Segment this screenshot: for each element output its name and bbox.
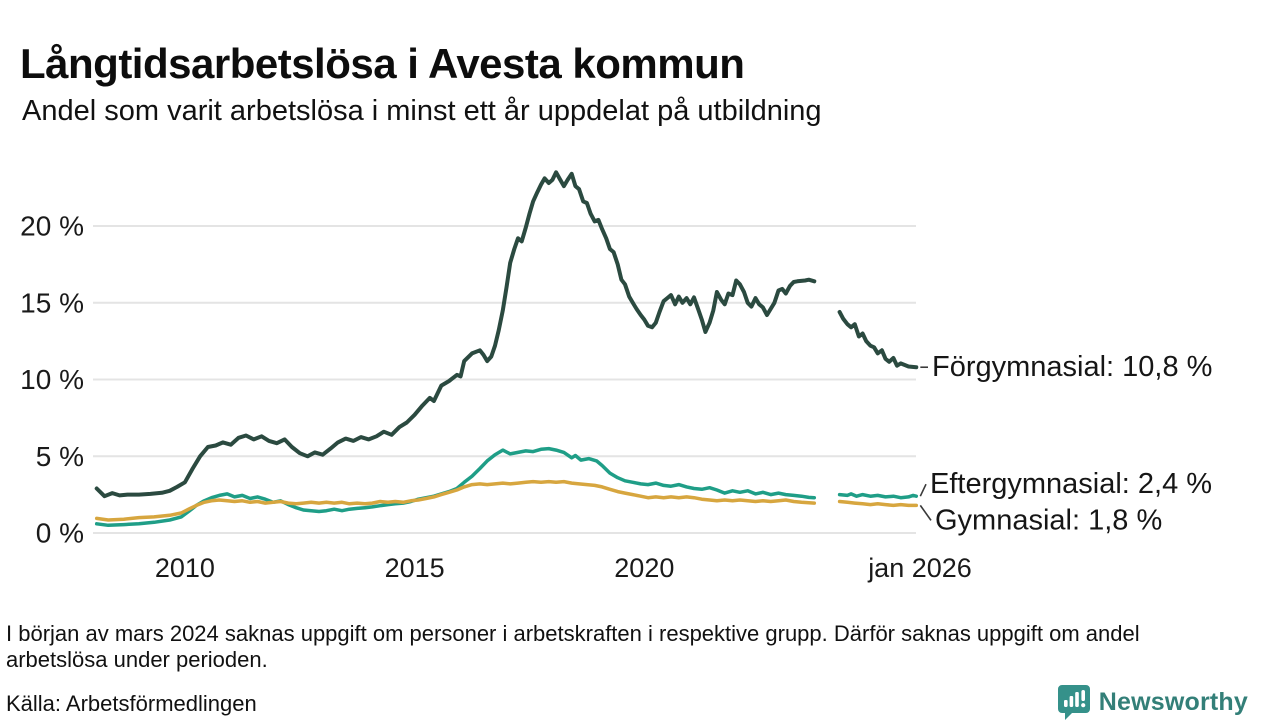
y-tick-label: 15 % [20, 287, 84, 318]
series-end-label-förgymnasial: Förgymnasial: 10,8 % [932, 351, 1212, 383]
series-line-gymnasial [94, 479, 919, 522]
x-tick-label: jan 2026 [867, 553, 972, 583]
leader-line-gymnasial [919, 504, 932, 521]
y-tick-label: 5 % [36, 441, 84, 472]
y-tick-label: 20 % [20, 211, 84, 242]
y-tick-label: 10 % [20, 364, 84, 395]
page-title: Långtidsarbetslösa i Avesta kommun [20, 40, 745, 88]
chart-subtitle: Andel som varit arbetslösa i minst ett å… [22, 95, 822, 127]
leader-line-eftergymnasial [919, 483, 927, 497]
newsworthy-wordmark: Newsworthy [1098, 687, 1248, 716]
newsworthy-logo: Newsworthy [1057, 684, 1248, 720]
chart-footnote: I början av mars 2024 saknas uppgift om … [6, 621, 1140, 672]
source-text: Källa: Arbetsförmedlingen [6, 691, 257, 716]
series-end-label-eftergymnasial: Eftergymnasial: 2,4 % [930, 468, 1212, 500]
series-line-eftergymnasial [94, 446, 919, 528]
series-line-förgymnasial [94, 170, 919, 499]
pin-shape [1057, 685, 1090, 720]
series-end-label-gymnasial: Gymnasial: 1,8 % [935, 504, 1162, 536]
y-tick-label: 0 % [36, 518, 84, 549]
x-tick-label: 2010 [155, 553, 215, 583]
x-tick-label: 2020 [614, 553, 674, 583]
x-tick-label: 2015 [385, 553, 445, 583]
newsworthy-pin-icon [1057, 685, 1090, 720]
